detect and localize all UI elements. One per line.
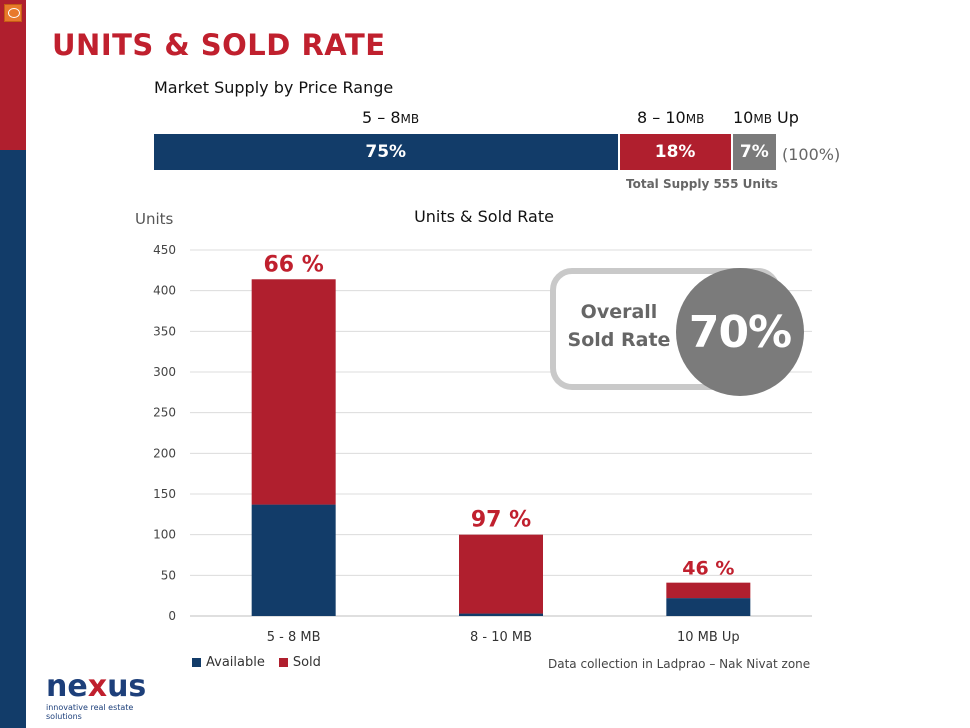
page-title: UNITS & SOLD RATE <box>52 28 386 62</box>
chart-legend: Available Sold <box>192 655 335 670</box>
range-label-8-10: 8 – 10MB <box>637 108 705 127</box>
bar-sold-0 <box>251 279 336 505</box>
supply-bar: 75% 18% 7% <box>154 134 776 170</box>
bar-available-1 <box>459 613 543 616</box>
sold-rate-label-0: 66 % <box>264 252 324 277</box>
range-label-10-up: 10MB Up <box>733 108 799 127</box>
y-tick-label-100: 100 <box>153 528 176 542</box>
legend-swatch-sold <box>278 658 288 667</box>
supply-segment-8-10: 18% <box>619 134 731 170</box>
logo-tagline: innovative real estate solutions <box>46 703 134 721</box>
nexus-logo: nexus innovative real estate solutions <box>46 669 166 722</box>
overall-sold-rate-value: 70% <box>676 268 804 396</box>
sold-rate-label-2: 46 % <box>682 558 734 580</box>
legend-label-sold: Sold <box>292 655 321 670</box>
sidebar-accent-blue <box>0 150 26 728</box>
supply-segment-10-up: 7% <box>732 134 776 170</box>
y-tick-label-250: 250 <box>153 406 176 420</box>
x-tick-label-0: 5 - 8 MB <box>267 630 321 645</box>
supply-total-percent: (100%) <box>782 145 841 164</box>
legend-item-sold: Sold <box>278 655 321 670</box>
overall-sold-rate-label: Overall Sold Rate <box>567 301 671 351</box>
range-label-5-8: 5 – 8MB <box>362 108 420 127</box>
y-tick-label-0: 0 <box>168 609 176 623</box>
source-note: Data collection in Ladprao – Nak Nivat z… <box>548 657 811 671</box>
legend-label-available: Available <box>206 655 265 670</box>
supply-segment-5-8: 75% <box>154 134 618 170</box>
y-tick-label-150: 150 <box>153 487 176 501</box>
sold-rate-label-1: 97 % <box>471 508 531 533</box>
y-tick-label-450: 450 <box>153 243 176 257</box>
x-tick-label-1: 8 - 10 MB <box>470 630 532 645</box>
logo-wordmark: nexus <box>46 669 147 704</box>
supply-total-units: Total Supply 555 Units <box>626 177 778 191</box>
bar-available-0 <box>251 504 336 616</box>
supply-title: Market Supply by Price Range <box>154 78 394 97</box>
comment-icon[interactable] <box>4 4 22 22</box>
bar-available-2 <box>666 598 751 616</box>
y-axis-label: Units <box>135 210 174 228</box>
legend-item-available: Available <box>192 655 265 670</box>
x-tick-label-2: 10 MB Up <box>677 630 740 645</box>
y-tick-label-50: 50 <box>161 568 176 582</box>
chart-title: Units & Sold Rate <box>414 207 554 226</box>
y-tick-label-200: 200 <box>153 446 176 460</box>
bar-sold-1 <box>459 534 543 614</box>
bar-sold-2 <box>666 582 751 599</box>
y-tick-label-300: 300 <box>153 365 176 379</box>
sidebar-accent-red <box>0 0 26 150</box>
y-tick-label-400: 400 <box>153 284 176 298</box>
legend-swatch-available <box>192 658 201 667</box>
y-tick-label-350: 350 <box>153 324 176 338</box>
